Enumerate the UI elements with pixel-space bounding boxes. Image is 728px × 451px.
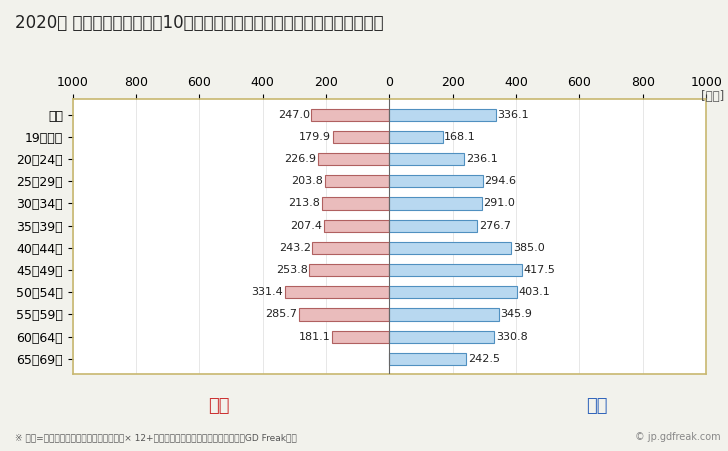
Bar: [389, 220, 477, 232]
Bar: [389, 109, 496, 121]
Text: 345.9: 345.9: [501, 309, 532, 319]
Text: 331.4: 331.4: [251, 287, 283, 297]
Bar: [389, 242, 511, 254]
Text: 336.1: 336.1: [497, 110, 529, 120]
Text: 247.0: 247.0: [277, 110, 309, 120]
Text: 285.7: 285.7: [266, 309, 298, 319]
Text: 179.9: 179.9: [299, 132, 331, 142]
Text: [万円]: [万円]: [701, 90, 724, 103]
Text: 207.4: 207.4: [290, 221, 323, 230]
Bar: [389, 353, 466, 365]
Text: 213.8: 213.8: [288, 198, 320, 208]
Bar: [389, 153, 464, 165]
Text: 168.1: 168.1: [444, 132, 476, 142]
Text: 男性: 男性: [586, 397, 608, 415]
Bar: [389, 175, 483, 188]
Text: 330.8: 330.8: [496, 331, 528, 341]
Bar: [312, 109, 389, 121]
Text: 403.1: 403.1: [519, 287, 550, 297]
Text: © jp.gdfreak.com: © jp.gdfreak.com: [635, 432, 721, 442]
Text: 385.0: 385.0: [513, 243, 545, 253]
Text: 236.1: 236.1: [466, 154, 497, 164]
Text: 417.5: 417.5: [523, 265, 555, 275]
Bar: [389, 286, 517, 299]
Text: 2020年 民間企業（従業者数10人以上）フルタイム労働者の男女別平均年収: 2020年 民間企業（従業者数10人以上）フルタイム労働者の男女別平均年収: [15, 14, 383, 32]
Bar: [312, 242, 389, 254]
Bar: [389, 264, 522, 276]
Bar: [325, 175, 389, 188]
Bar: [285, 286, 389, 299]
Bar: [389, 308, 499, 321]
Bar: [324, 220, 389, 232]
Text: 242.5: 242.5: [468, 354, 500, 364]
Text: 243.2: 243.2: [279, 243, 311, 253]
Bar: [309, 264, 389, 276]
Text: 226.9: 226.9: [284, 154, 316, 164]
Bar: [332, 331, 389, 343]
Text: 253.8: 253.8: [276, 265, 307, 275]
Text: ※ 年収=「きまって支給する現金給与額」× 12+「年間賞与その他特別給与額」としてGD Freak推計: ※ 年収=「きまって支給する現金給与額」× 12+「年間賞与その他特別給与額」と…: [15, 433, 296, 442]
Text: 女性: 女性: [207, 397, 229, 415]
Bar: [389, 198, 482, 210]
Bar: [322, 198, 389, 210]
Text: 276.7: 276.7: [479, 221, 510, 230]
Text: 203.8: 203.8: [291, 176, 323, 186]
Bar: [299, 308, 389, 321]
Bar: [317, 153, 389, 165]
Text: 181.1: 181.1: [298, 331, 331, 341]
Text: 291.0: 291.0: [483, 198, 515, 208]
Bar: [333, 131, 389, 143]
Text: 294.6: 294.6: [484, 176, 516, 186]
Bar: [389, 331, 494, 343]
Bar: [389, 131, 443, 143]
